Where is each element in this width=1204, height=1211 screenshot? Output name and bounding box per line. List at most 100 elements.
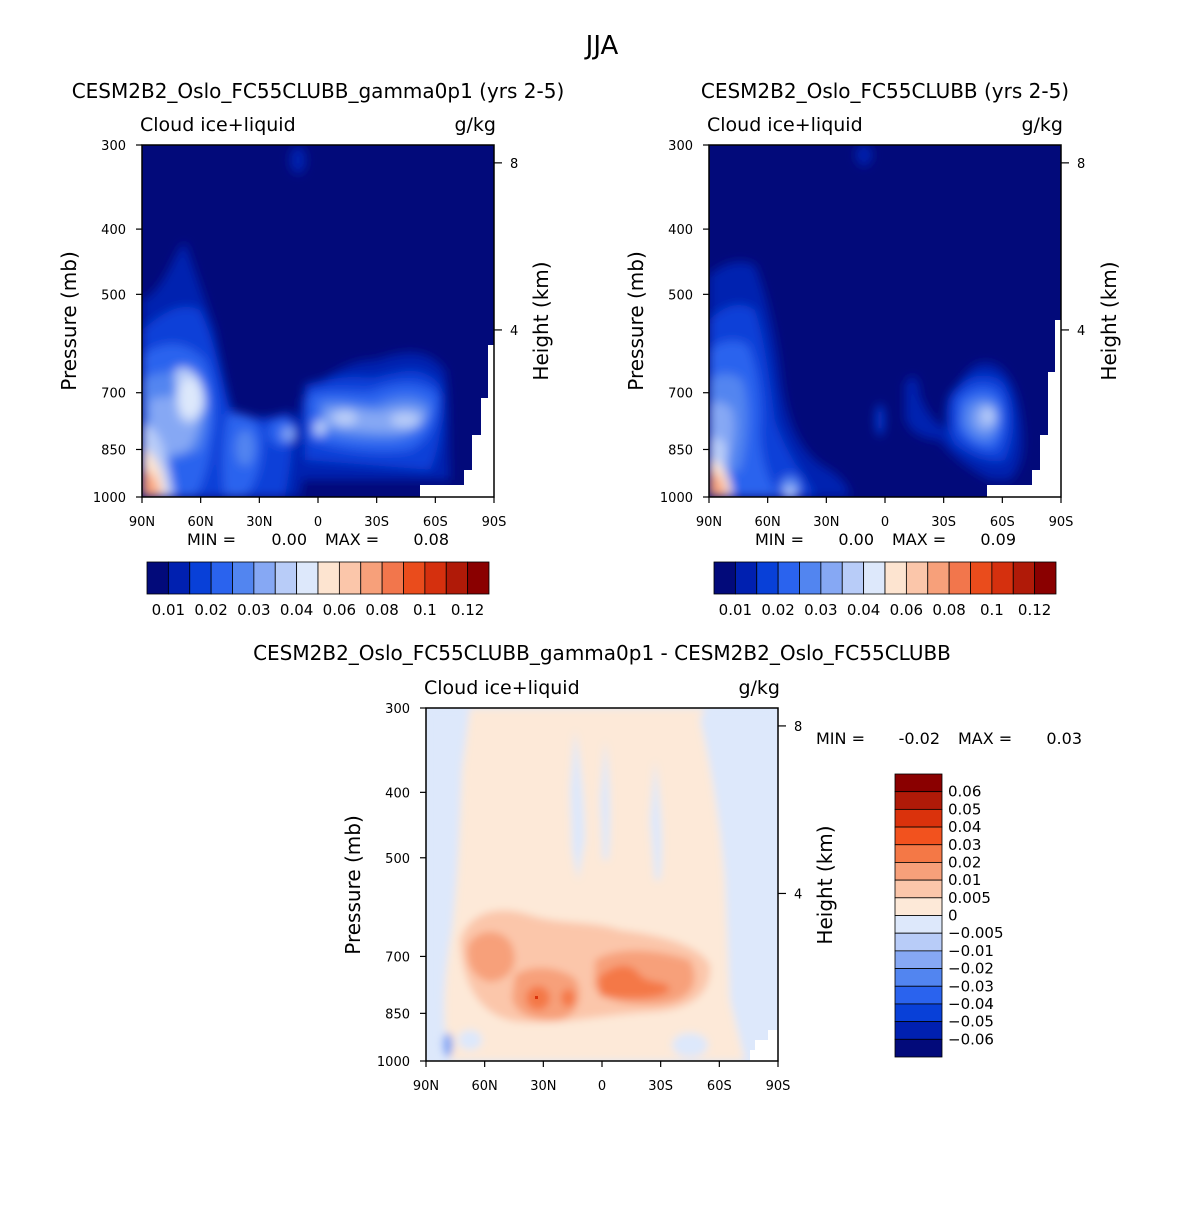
colorbar-label: 0.12 — [451, 601, 484, 619]
colorbar-label: 0.02 — [194, 601, 227, 619]
panel-1-pressure-axis: 300 400 500 700 850 1000 — [93, 139, 142, 506]
panel-1-height-axis: 84 — [494, 157, 518, 339]
panel-1-ylabel-right: Height (km) — [529, 261, 553, 380]
colorbar-swatch — [991, 561, 1014, 595]
colorbar-swatch — [445, 561, 469, 595]
colorbar-swatch — [894, 844, 943, 863]
colorbar-label: 0.12 — [1018, 601, 1051, 619]
colorbar-swatch — [884, 561, 907, 595]
panel-1-title: CESM2B2_Oslo_FC55CLUBB_gamma0p1 (yrs 2-5… — [72, 79, 565, 103]
panel-3-colorbar: 0.060.050.040.030.020.010.0050−0.005−0.0… — [894, 773, 1004, 1058]
pressure-tick-label: 300 — [101, 139, 126, 154]
panel-1-right-string: g/kg — [454, 114, 496, 136]
panel-3-pressure-axis: 300 400 500 700 850 1000 — [377, 702, 426, 1070]
panel-1-max-value: 0.08 — [413, 530, 449, 549]
colorbar-label: −0.05 — [948, 1013, 994, 1031]
panel-1-min-value: 0.00 — [271, 530, 307, 549]
latitude-tick-label: 30N — [813, 515, 839, 530]
colorbar-swatch — [894, 985, 943, 1005]
colorbar-label: 0.04 — [948, 818, 981, 836]
panel-2-plot-field — [709, 145, 1061, 497]
colorbar-swatch — [894, 968, 943, 987]
colorbar-swatch — [863, 561, 886, 595]
colorbar-swatch — [360, 561, 383, 595]
pressure-tick-label: 1000 — [377, 1055, 410, 1070]
colorbar-swatch — [894, 932, 943, 952]
panel-1-ylabel: Pressure (mb) — [57, 251, 81, 391]
pressure-tick-label: 850 — [385, 1007, 410, 1022]
pressure-tick-label: 700 — [101, 387, 126, 402]
panel-2-max-value: 0.09 — [980, 530, 1016, 549]
panel-2-left-string: Cloud ice+liquid — [707, 114, 863, 136]
colorbar-swatch — [894, 1038, 943, 1058]
height-tick-label: 4 — [510, 324, 518, 339]
colorbar-label: 0 — [948, 907, 958, 925]
panel-2-right-string: g/kg — [1021, 114, 1063, 136]
panel-1-left-string: Cloud ice+liquid — [140, 114, 296, 136]
panel-2: CESM2B2_Oslo_FC55CLUBB (yrs 2-5) Cloud i… — [624, 79, 1121, 619]
colorbar-swatch — [894, 1021, 943, 1040]
colorbar-label: −0.03 — [948, 977, 994, 995]
colorbar-label: 0.01 — [152, 601, 185, 619]
height-tick-label: 4 — [1077, 324, 1085, 339]
colorbar-swatch — [424, 561, 447, 595]
latitude-tick-label: 90S — [1049, 515, 1074, 530]
height-tick-label: 4 — [794, 887, 802, 902]
colorbar-label: −0.02 — [948, 960, 994, 978]
pressure-tick-label: 400 — [101, 223, 126, 238]
colorbar-swatch — [189, 561, 212, 595]
panel-2-height-axis: 84 — [1061, 157, 1085, 339]
pressure-tick-label: 300 — [668, 139, 693, 154]
panel-3-left-string: Cloud ice+liquid — [424, 677, 580, 699]
colorbar-swatch — [146, 561, 169, 595]
latitude-tick-label: 30N — [246, 515, 272, 530]
colorbar-label: 0.08 — [365, 601, 398, 619]
latitude-tick-label: 30S — [931, 515, 956, 530]
colorbar-label: −0.01 — [948, 942, 994, 960]
latitude-tick-label: 30S — [364, 515, 389, 530]
colorbar-swatch — [905, 561, 929, 595]
colorbar-swatch — [167, 561, 191, 595]
colorbar-label: 0.04 — [280, 601, 313, 619]
pressure-tick-label: 400 — [385, 786, 410, 801]
colorbar-swatch — [894, 862, 943, 881]
colorbar-label: 0.005 — [948, 889, 991, 907]
colorbar-label: −0.005 — [948, 924, 1004, 942]
latitude-tick-label: 0 — [881, 515, 889, 530]
pressure-tick-label: 850 — [668, 443, 693, 458]
colorbar-label: 0.02 — [948, 853, 981, 871]
colorbar-label: 0.05 — [948, 800, 981, 818]
height-tick-label: 8 — [794, 720, 802, 735]
colorbar-swatch — [927, 561, 950, 595]
colorbar-swatch — [841, 561, 865, 595]
pressure-tick-label: 1000 — [93, 491, 126, 506]
panel-2-max-label: MAX = — [892, 530, 946, 549]
colorbar-label: −0.04 — [948, 995, 994, 1013]
colorbar-swatch — [381, 561, 404, 595]
colorbar-swatch — [274, 561, 298, 595]
pressure-tick-label: 500 — [385, 852, 410, 867]
colorbar-label: 0.03 — [237, 601, 270, 619]
latitude-tick-label: 60S — [707, 1079, 732, 1094]
colorbar-swatch — [756, 561, 779, 595]
colorbar-swatch — [894, 879, 943, 899]
colorbar-label: 0.06 — [948, 783, 981, 801]
colorbar-label: 0.06 — [323, 601, 356, 619]
colorbar-label: 0.04 — [847, 601, 880, 619]
panel-3: CESM2B2_Oslo_FC55CLUBB_gamma0p1 - CESM2B… — [253, 641, 1082, 1094]
panel-3-min-value: -0.02 — [899, 729, 940, 748]
latitude-tick-label: 90S — [482, 515, 507, 530]
panel-3-max-value: 0.03 — [1046, 729, 1082, 748]
latitude-tick-label: 60S — [423, 515, 448, 530]
panel-2-latitude-axis: 90N 60N 30N 0 30S 60S 90S — [696, 497, 1074, 530]
panel-1-latitude-axis: 90N 60N 30N 0 30S 60S 90S — [129, 497, 507, 530]
latitude-tick-label: 60N — [755, 515, 781, 530]
colorbar-swatch — [820, 561, 843, 595]
panel-1-min-label: MIN = — [187, 530, 236, 549]
colorbar-label: 0.06 — [890, 601, 923, 619]
colorbar-swatch — [317, 561, 340, 595]
colorbar-swatch — [210, 561, 233, 595]
panel-2-colorbar: 0.01 0.02 0.03 0.04 0.06 0.08 0.1 0.12 — [713, 561, 1057, 619]
latitude-tick-label: 60S — [990, 515, 1015, 530]
